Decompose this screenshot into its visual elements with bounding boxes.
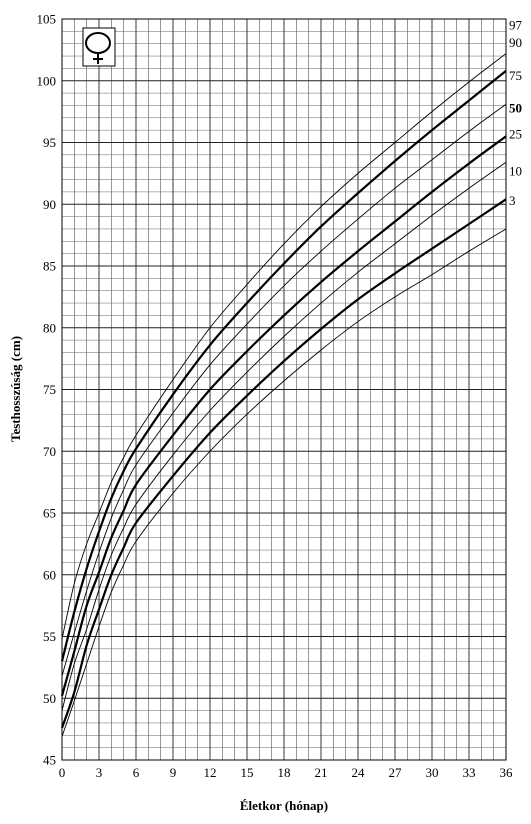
y-tick-label: 75: [43, 382, 56, 397]
y-axis-title: Testhosszúság (cm): [8, 336, 23, 442]
female-symbol-icon: [82, 27, 116, 67]
y-tick-label: 105: [37, 12, 57, 27]
percentile-label-p90: 90: [509, 35, 522, 50]
percentile-curve-p10: [60, 198, 507, 729]
y-tick-label: 90: [43, 197, 56, 212]
x-tick-label: 33: [463, 765, 476, 780]
x-tick-label: 3: [96, 765, 103, 780]
y-tick-label: 80: [43, 320, 56, 335]
x-tick-label: 36: [500, 765, 514, 780]
percentile-label-p97: 97: [509, 18, 523, 33]
y-tick-label: 100: [37, 73, 57, 88]
y-tick-label: 55: [43, 629, 56, 644]
percentile-curve-p3: [61, 228, 507, 737]
percentile-label-p10: 10: [509, 163, 522, 178]
percentile-curve-p97: [61, 53, 507, 640]
x-tick-label: 21: [315, 765, 328, 780]
y-tick-label: 50: [43, 691, 56, 706]
percentile-curve-p50: [60, 135, 507, 697]
percentile-label-p25: 25: [509, 126, 522, 141]
x-axis-title: Életkor (hónap): [240, 798, 328, 813]
percentile-curve-p25: [61, 161, 507, 711]
x-tick-label: 9: [170, 765, 177, 780]
x-tick-label: 18: [278, 765, 291, 780]
percentile-label-p3: 3: [509, 193, 516, 208]
x-tick-label: 24: [352, 765, 366, 780]
percentile-labels: 97 90 75 50 25 10 3: [509, 18, 523, 208]
y-tick-label: 70: [43, 444, 56, 459]
percentile-curve-p75: [61, 103, 507, 677]
x-tick-label: 12: [204, 765, 217, 780]
y-axis-ticks: 45 50 55 60 65 70 75 80 85 90 95 100 105: [37, 12, 57, 768]
x-tick-label: 30: [426, 765, 439, 780]
x-tick-label: 27: [389, 765, 403, 780]
percentile-curve-p90: [60, 70, 507, 662]
x-axis-ticks: 0 3 6 9 12 15 18 21 24 27 30 33 36: [59, 765, 513, 780]
percentile-curves: [60, 53, 507, 737]
percentile-label-p75: 75: [509, 68, 522, 83]
percentile-label-p50: 50: [509, 100, 522, 115]
x-tick-label: 15: [241, 765, 254, 780]
y-tick-label: 65: [43, 506, 56, 521]
y-tick-label: 45: [43, 753, 56, 768]
x-tick-label: 0: [59, 765, 66, 780]
y-tick-label: 60: [43, 567, 56, 582]
x-tick-label: 6: [133, 765, 140, 780]
y-tick-label: 95: [43, 135, 56, 150]
y-tick-label: 85: [43, 259, 56, 274]
plot-frame: [61, 18, 507, 761]
